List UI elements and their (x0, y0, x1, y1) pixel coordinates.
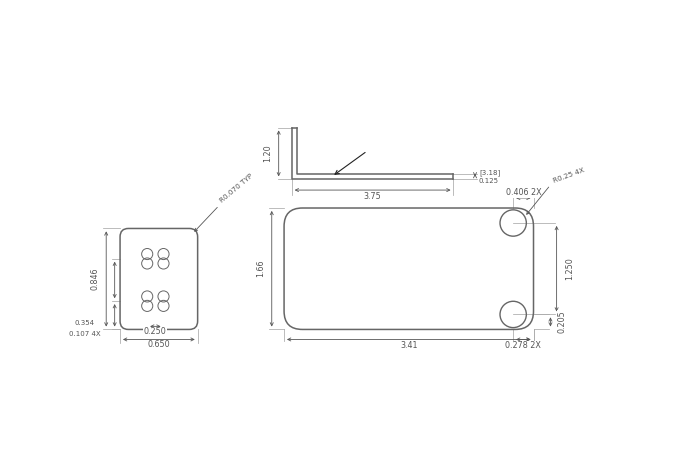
Text: 0.650: 0.650 (147, 340, 170, 349)
Text: 0.250: 0.250 (144, 327, 166, 336)
Text: 3.75: 3.75 (364, 192, 381, 201)
Text: 0.278 2X: 0.278 2X (506, 341, 541, 350)
Text: 0.406 2X: 0.406 2X (506, 188, 541, 197)
Text: 1.20: 1.20 (264, 145, 272, 162)
Text: [3.18]
0.125: [3.18] 0.125 (479, 170, 500, 184)
Text: R0.070 TYP: R0.070 TYP (219, 173, 255, 204)
Text: R0.25 4X: R0.25 4X (552, 167, 585, 184)
Text: 1.66: 1.66 (256, 260, 265, 278)
Text: 0.205: 0.205 (557, 311, 566, 333)
Text: 1.250: 1.250 (566, 257, 574, 280)
Text: 0.354: 0.354 (74, 320, 95, 326)
Text: 0.107 4X: 0.107 4X (69, 331, 100, 337)
Text: 3.41: 3.41 (400, 341, 418, 350)
Text: 0.846: 0.846 (90, 268, 99, 290)
